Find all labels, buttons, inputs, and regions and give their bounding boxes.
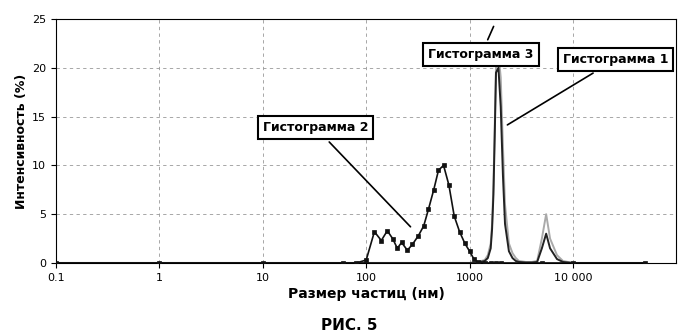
X-axis label: Размер частиц (нм): Размер частиц (нм) [288, 287, 445, 301]
Text: Гистограмма 1: Гистограмма 1 [507, 53, 669, 125]
Text: РИС. 5: РИС. 5 [321, 318, 377, 333]
Text: Гистограмма 3: Гистограмма 3 [429, 27, 534, 61]
Y-axis label: Интенсивность (%): Интенсивность (%) [15, 73, 28, 209]
Text: Гистограмма 2: Гистограмма 2 [263, 121, 410, 227]
